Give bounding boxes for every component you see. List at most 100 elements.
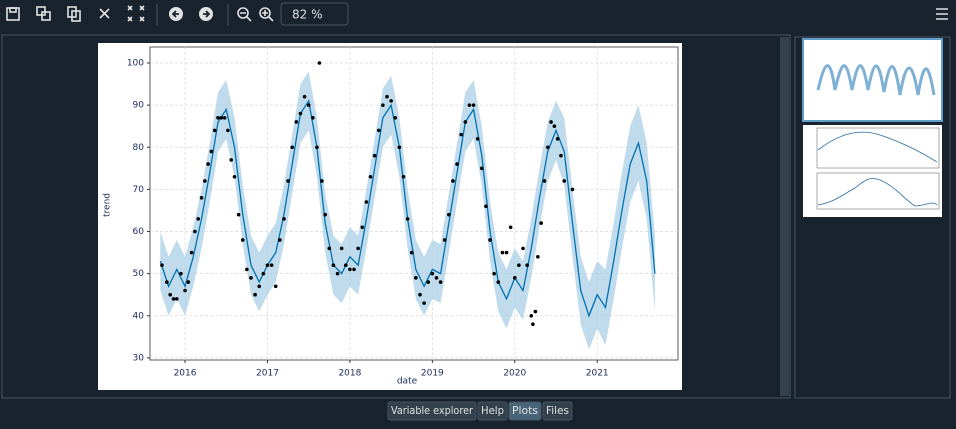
- plot-frame: [149, 46, 679, 361]
- observed-point: [219, 115, 224, 120]
- observed-point: [525, 263, 529, 268]
- observed-point: [165, 280, 169, 284]
- menu-icon[interactable]: [936, 8, 948, 20]
- observed-point: [315, 145, 319, 150]
- y-tick-label: 80: [133, 143, 145, 153]
- observed-point: [352, 267, 356, 272]
- observed-point: [504, 250, 509, 255]
- tab[interactable]: [508, 401, 542, 421]
- observed-point: [240, 238, 245, 242]
- observed-point: [320, 179, 324, 183]
- observed-point: [401, 174, 406, 179]
- observed-point: [438, 280, 443, 284]
- observed-point: [389, 99, 393, 103]
- observed-point: [245, 267, 249, 272]
- observed-point: [467, 103, 472, 107]
- observed-point: [570, 187, 575, 192]
- uncertainty-band: [160, 71, 655, 350]
- observed-point: [311, 115, 315, 120]
- save-icon[interactable]: [6, 7, 20, 21]
- observed-point: [189, 250, 194, 255]
- tab-label[interactable]: Variable explorer: [391, 404, 473, 417]
- thumbnail-line: [817, 131, 938, 163]
- observed-point: [512, 276, 517, 280]
- save-all-icon[interactable]: [36, 6, 51, 21]
- observed-point: [286, 179, 290, 183]
- observed-point: [549, 120, 553, 124]
- previous-icon[interactable]: [169, 7, 183, 21]
- observed-point: [447, 212, 451, 217]
- tab[interactable]: [477, 401, 508, 421]
- observed-point: [455, 162, 459, 166]
- observed-point: [414, 276, 418, 280]
- next-icon[interactable]: [199, 7, 213, 21]
- tab[interactable]: [387, 401, 477, 421]
- x-tick-label: 2019: [421, 369, 444, 379]
- observed-point: [269, 263, 274, 268]
- y-tick-label: 30: [133, 353, 145, 363]
- tab-label[interactable]: Plots: [512, 404, 538, 417]
- observed-point: [302, 94, 307, 99]
- tab-label[interactable]: Help: [481, 404, 504, 417]
- observed-point: [529, 313, 534, 318]
- observed-point: [343, 263, 348, 268]
- thumbnail-frame: [816, 172, 940, 210]
- tab[interactable]: [542, 401, 573, 421]
- x-tick-label: 2018: [338, 369, 361, 379]
- observed-point: [265, 263, 270, 268]
- zoom-in-icon[interactable]: [259, 7, 274, 22]
- close-icon[interactable]: [99, 8, 110, 19]
- observed-point: [475, 137, 480, 141]
- thumbnail[interactable]: [803, 125, 942, 217]
- observed-point: [229, 158, 233, 162]
- thumbnail-line: [816, 64, 936, 96]
- zoom-value[interactable]: 82 %: [292, 8, 323, 22]
- observed-point: [492, 271, 496, 276]
- observed-point: [451, 179, 455, 183]
- observed-point: [168, 292, 172, 297]
- observed-point: [290, 145, 295, 150]
- zoom-out-icon[interactable]: [237, 7, 252, 22]
- observed-point: [160, 263, 164, 268]
- observed-point: [500, 250, 505, 255]
- observed-point: [405, 217, 410, 221]
- thumbnail[interactable]: [802, 38, 943, 122]
- observed-point: [183, 288, 187, 293]
- observed-point: [356, 246, 360, 251]
- x-axis-label: date: [397, 377, 418, 387]
- observed-point: [536, 254, 540, 259]
- observed-point: [339, 246, 344, 251]
- observed-point: [171, 297, 176, 301]
- y-tick-label: 70: [133, 185, 145, 195]
- observed-point: [278, 238, 282, 242]
- y-tick-label: 60: [133, 227, 145, 237]
- copy-icon[interactable]: [67, 6, 81, 22]
- observed-point: [212, 128, 217, 133]
- observed-point: [521, 246, 525, 251]
- thumbnail-line: [817, 178, 938, 207]
- toolbar: [0, 0, 956, 30]
- observed-point: [282, 217, 286, 221]
- observed-point: [232, 174, 237, 179]
- observed-point: [298, 111, 303, 116]
- zoom-box[interactable]: [280, 2, 349, 26]
- observed-point: [196, 217, 201, 221]
- observed-point: [222, 115, 227, 120]
- observed-point: [397, 145, 402, 150]
- observed-point: [545, 145, 550, 150]
- tab-label[interactable]: Files: [546, 404, 569, 417]
- observed-point: [484, 204, 488, 209]
- observed-point: [360, 225, 365, 230]
- scrollbar[interactable]: [780, 37, 789, 396]
- close-all-icon[interactable]: [127, 5, 145, 22]
- observed-point: [381, 103, 385, 107]
- thumbnail-frame: [816, 127, 940, 169]
- observed-point: [199, 196, 204, 200]
- observed-point: [257, 284, 262, 289]
- observed-point: [306, 103, 311, 107]
- observed-point: [480, 166, 484, 171]
- observed-point: [327, 246, 332, 251]
- observed-point: [368, 174, 373, 179]
- observed-point: [542, 179, 547, 183]
